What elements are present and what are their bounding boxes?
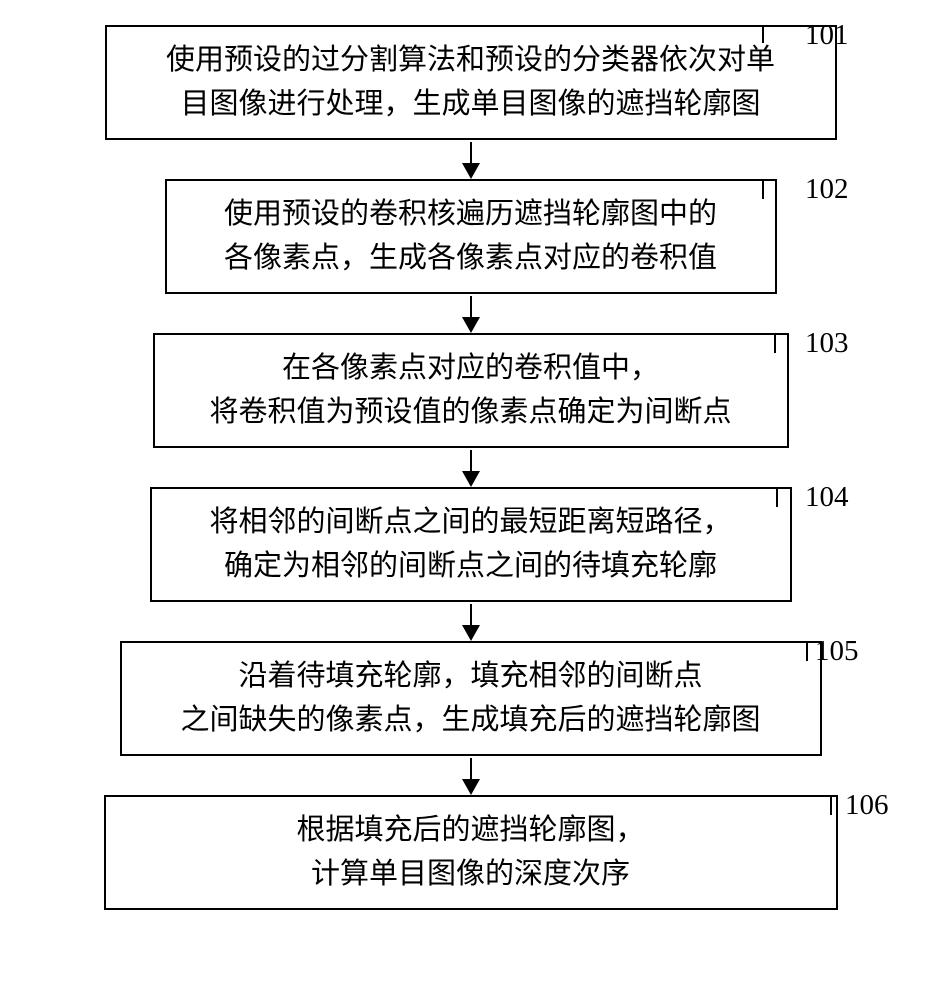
step-box-103: 在各像素点对应的卷积值中， 将卷积值为预设值的像素点确定为间断点 [153,333,789,448]
connector-101 [762,25,764,43]
step-label-104: 104 [805,481,849,514]
step-text-line1: 沿着待填充轮廓，填充相邻的间断点 [238,660,702,692]
step-wrapper-104: 将相邻的间断点之间的最短距离短路径， 确定为相邻的间断点之间的待填充轮廓 104 [0,487,941,602]
step-text-line2: 确定为相邻的间断点之间的待填充轮廓 [224,550,717,582]
arrow-icon [470,142,472,177]
step-label-102: 102 [805,173,849,206]
step-text-line2: 之间缺失的像素点，生成填充后的遮挡轮廓图 [180,704,760,736]
step-wrapper-105: 沿着待填充轮廓，填充相邻的间断点 之间缺失的像素点，生成填充后的遮挡轮廓图 10… [0,641,941,756]
flowchart-container: 使用预设的过分割算法和预设的分类器依次对单 目图像进行处理，生成单目图像的遮挡轮… [0,25,941,910]
step-text-line2: 计算单目图像的深度次序 [311,858,630,890]
step-box-105: 沿着待填充轮廓，填充相邻的间断点 之间缺失的像素点，生成填充后的遮挡轮廓图 [120,641,822,756]
step-label-101: 101 [805,19,849,52]
step-label-105: 105 [815,635,859,668]
step-text-line1: 将相邻的间断点之间的最短距离短路径， [209,506,731,538]
arrow-container [0,758,941,793]
step-text-line1: 使用预设的过分割算法和预设的分类器依次对单 [166,44,775,76]
arrow-icon [470,296,472,331]
arrow-icon [470,758,472,793]
step-box-106: 根据填充后的遮挡轮廓图， 计算单目图像的深度次序 [104,795,838,910]
step-text-line2: 目图像进行处理，生成单目图像的遮挡轮廓图 [180,88,760,120]
arrow-container [0,604,941,639]
step-box-102: 使用预设的卷积核遍历遮挡轮廓图中的 各像素点，生成各像素点对应的卷积值 [165,179,777,294]
step-text-line2: 将卷积值为预设值的像素点确定为间断点 [209,396,731,428]
connector-104 [776,487,778,507]
step-wrapper-106: 根据填充后的遮挡轮廓图， 计算单目图像的深度次序 106 [0,795,941,910]
arrow-container [0,450,941,485]
step-text-line1: 在各像素点对应的卷积值中， [282,352,659,384]
step-box-104: 将相邻的间断点之间的最短距离短路径， 确定为相邻的间断点之间的待填充轮廓 [150,487,792,602]
step-box-101: 使用预设的过分割算法和预设的分类器依次对单 目图像进行处理，生成单目图像的遮挡轮… [105,25,837,140]
step-text-line1: 根据填充后的遮挡轮廓图， [296,814,644,846]
connector-106 [830,795,832,815]
arrow-container [0,296,941,331]
arrow-container [0,142,941,177]
step-text-line2: 各像素点，生成各像素点对应的卷积值 [224,242,717,274]
step-label-106: 106 [845,789,889,822]
step-wrapper-102: 使用预设的卷积核遍历遮挡轮廓图中的 各像素点，生成各像素点对应的卷积值 102 [0,179,941,294]
step-wrapper-101: 使用预设的过分割算法和预设的分类器依次对单 目图像进行处理，生成单目图像的遮挡轮… [0,25,941,140]
connector-102 [762,179,764,199]
connector-105 [806,641,808,661]
step-label-103: 103 [805,327,849,360]
connector-103 [774,333,776,353]
step-text-line1: 使用预设的卷积核遍历遮挡轮廓图中的 [224,198,717,230]
step-wrapper-103: 在各像素点对应的卷积值中， 将卷积值为预设值的像素点确定为间断点 103 [0,333,941,448]
arrow-icon [470,450,472,485]
arrow-icon [470,604,472,639]
